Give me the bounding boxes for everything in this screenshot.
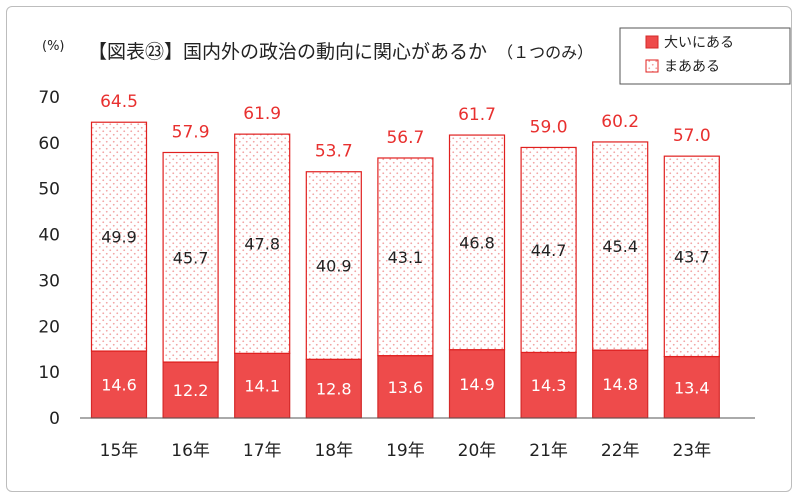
bar-segment-series-2: [305, 171, 362, 360]
data-label-series-1: 13.6: [388, 378, 424, 397]
data-label-series-1: 14.1: [244, 377, 280, 396]
y-axis-unit-label: (%): [42, 39, 65, 54]
data-label-series-2: 47.8: [244, 235, 280, 254]
bar-segment-series-2: [592, 141, 649, 351]
x-tick-label: 16年: [171, 441, 210, 461]
legend-swatch-series-1: [645, 35, 659, 49]
chart-title: 【図表㉓】国内外の政治の動向に関心があるか （１つのみ）: [88, 41, 593, 63]
data-label-series-2: 45.4: [602, 237, 638, 256]
data-label-series-1: 14.8: [602, 375, 638, 394]
bar-segment-series-1: [663, 355, 720, 419]
bars: 14.6 49.9 64.5 12.2 45.7 57.9 14.1 47.8 61.9 12.8…: [90, 92, 720, 419]
y-tick-label: 30: [38, 271, 60, 291]
bar-segment-series-2: [520, 146, 577, 354]
chart-subtitle: （１つのみ）: [497, 43, 593, 62]
bar-segment-series-2: [377, 157, 434, 357]
x-tick-label: 18年: [314, 441, 353, 461]
legend-label-series-1: 大いにある: [664, 35, 734, 51]
data-label-series-1: 12.2: [173, 381, 209, 400]
bar-segment-series-1: [377, 355, 434, 419]
bar-segment-series-2: [448, 134, 506, 351]
data-label-series-2: 45.7: [173, 248, 209, 267]
x-tick-label: 20年: [458, 441, 497, 461]
total-label: 59.0: [530, 117, 568, 137]
total-label: 61.7: [458, 105, 496, 125]
data-label-series-2: 46.8: [459, 233, 495, 252]
data-label-series-2: 43.7: [674, 247, 710, 266]
x-axis-ticks: 15年 16年 17年 18年 19年 20年 21年 22年 23年: [100, 441, 711, 461]
data-label-series-1: 14.9: [459, 375, 495, 394]
total-label: 61.9: [243, 104, 281, 124]
total-label: 56.7: [386, 128, 424, 148]
legend: 大いにある まあある: [619, 27, 791, 85]
x-tick-label: 17年: [243, 441, 282, 461]
x-tick-label: 21年: [529, 441, 568, 461]
data-label-series-1: 13.4: [674, 378, 710, 397]
y-tick-label: 20: [38, 317, 60, 337]
bar-segment-series-1: [592, 349, 649, 419]
data-label-series-2: 40.9: [316, 257, 352, 276]
x-tick-label: 22年: [601, 441, 640, 461]
data-label-series-1: 14.3: [531, 376, 567, 395]
total-label: 60.2: [601, 112, 639, 132]
data-label-series-1: 12.8: [316, 380, 352, 399]
chart-title-main: 【図表㉓】国内外の政治の動向に関心があるか: [88, 41, 487, 63]
y-tick-label: 40: [38, 226, 60, 246]
y-tick-label: 0: [49, 409, 60, 429]
y-tick-label: 70: [38, 88, 60, 108]
x-tick-label: 19年: [386, 441, 425, 461]
total-label: 53.7: [315, 142, 353, 162]
total-label: 64.5: [100, 92, 138, 112]
data-label-series-2: 44.7: [531, 241, 567, 260]
legend-swatch-series-2: [645, 59, 659, 73]
bar-segment-series-2: [663, 155, 720, 358]
y-axis-ticks: 0 10 20 30 40 50 60 70: [38, 88, 60, 429]
x-tick-label: 15年: [100, 441, 139, 461]
bar-segment-series-2: [90, 121, 148, 352]
bar-segment-series-2: [234, 133, 291, 354]
data-label-series-2: 43.1: [388, 248, 424, 267]
x-tick-label: 23年: [672, 441, 711, 461]
legend-label-series-2: まあある: [664, 59, 720, 75]
data-label-series-2: 49.9: [101, 228, 137, 247]
y-tick-label: 60: [38, 134, 60, 154]
y-tick-label: 50: [38, 180, 60, 200]
bar-segment-series-2: [162, 151, 219, 363]
y-tick-label: 10: [38, 363, 60, 383]
total-label: 57.0: [673, 126, 711, 146]
total-label: 57.9: [172, 122, 210, 142]
data-label-series-1: 14.6: [101, 376, 137, 395]
